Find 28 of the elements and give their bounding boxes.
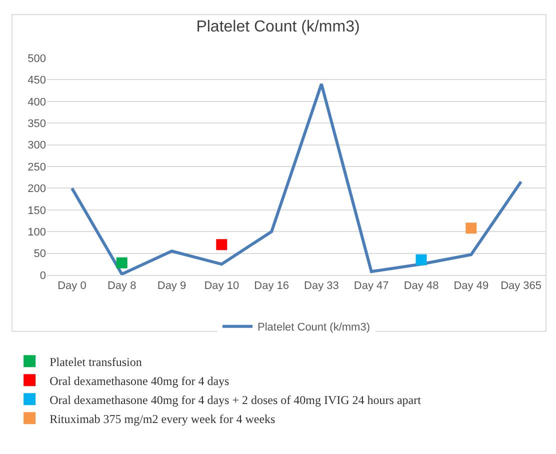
y-tick-label: 250: [28, 161, 46, 174]
y-tick-label: 500: [28, 52, 46, 65]
chart-title: Platelet Count (k/mm3): [196, 18, 360, 36]
line-series: [70, 82, 523, 275]
y-tick-label: 100: [28, 226, 46, 238]
legend-label: Rituximab 375 mg/m2 every week for 4 weeks: [50, 412, 276, 426]
y-tick-label: 450: [28, 74, 46, 87]
x-tick-label: Day 10: [204, 280, 240, 292]
legend-label: Platelet transfusion: [50, 354, 142, 369]
legend-label: Platelet Count (k/mm3): [258, 322, 370, 334]
x-tick-label: Day 33: [304, 280, 339, 292]
legend-label: Oral dexamethasone 40mg for 4 days: [50, 374, 230, 388]
y-tick-label: 50: [34, 248, 46, 260]
y-tick-label: 400: [28, 96, 46, 108]
y-tick-label: 300: [28, 140, 46, 152]
x-tick-label: Day 49: [454, 280, 489, 292]
y-tick-label: 350: [28, 118, 46, 130]
x-tick-label: Day 48: [404, 280, 439, 292]
x-tick-label: Day 47: [354, 280, 389, 292]
y-tick-label: 150: [28, 204, 46, 217]
x-tick-label: Day 0: [58, 280, 86, 292]
x-tick-label: Day 365: [500, 280, 542, 292]
y-tick-label: 0: [40, 270, 46, 282]
legend-label: Oral dexamethasone 40mg for 4 days + 2 doses of 40mg IVIG 24 hours apart: [50, 392, 422, 407]
x-tick-label: Day 16: [254, 280, 289, 292]
y-tick-label: 200: [28, 183, 46, 196]
x-tick-label: Day 8: [107, 280, 136, 292]
x-tick-label: Day 9: [157, 280, 186, 292]
